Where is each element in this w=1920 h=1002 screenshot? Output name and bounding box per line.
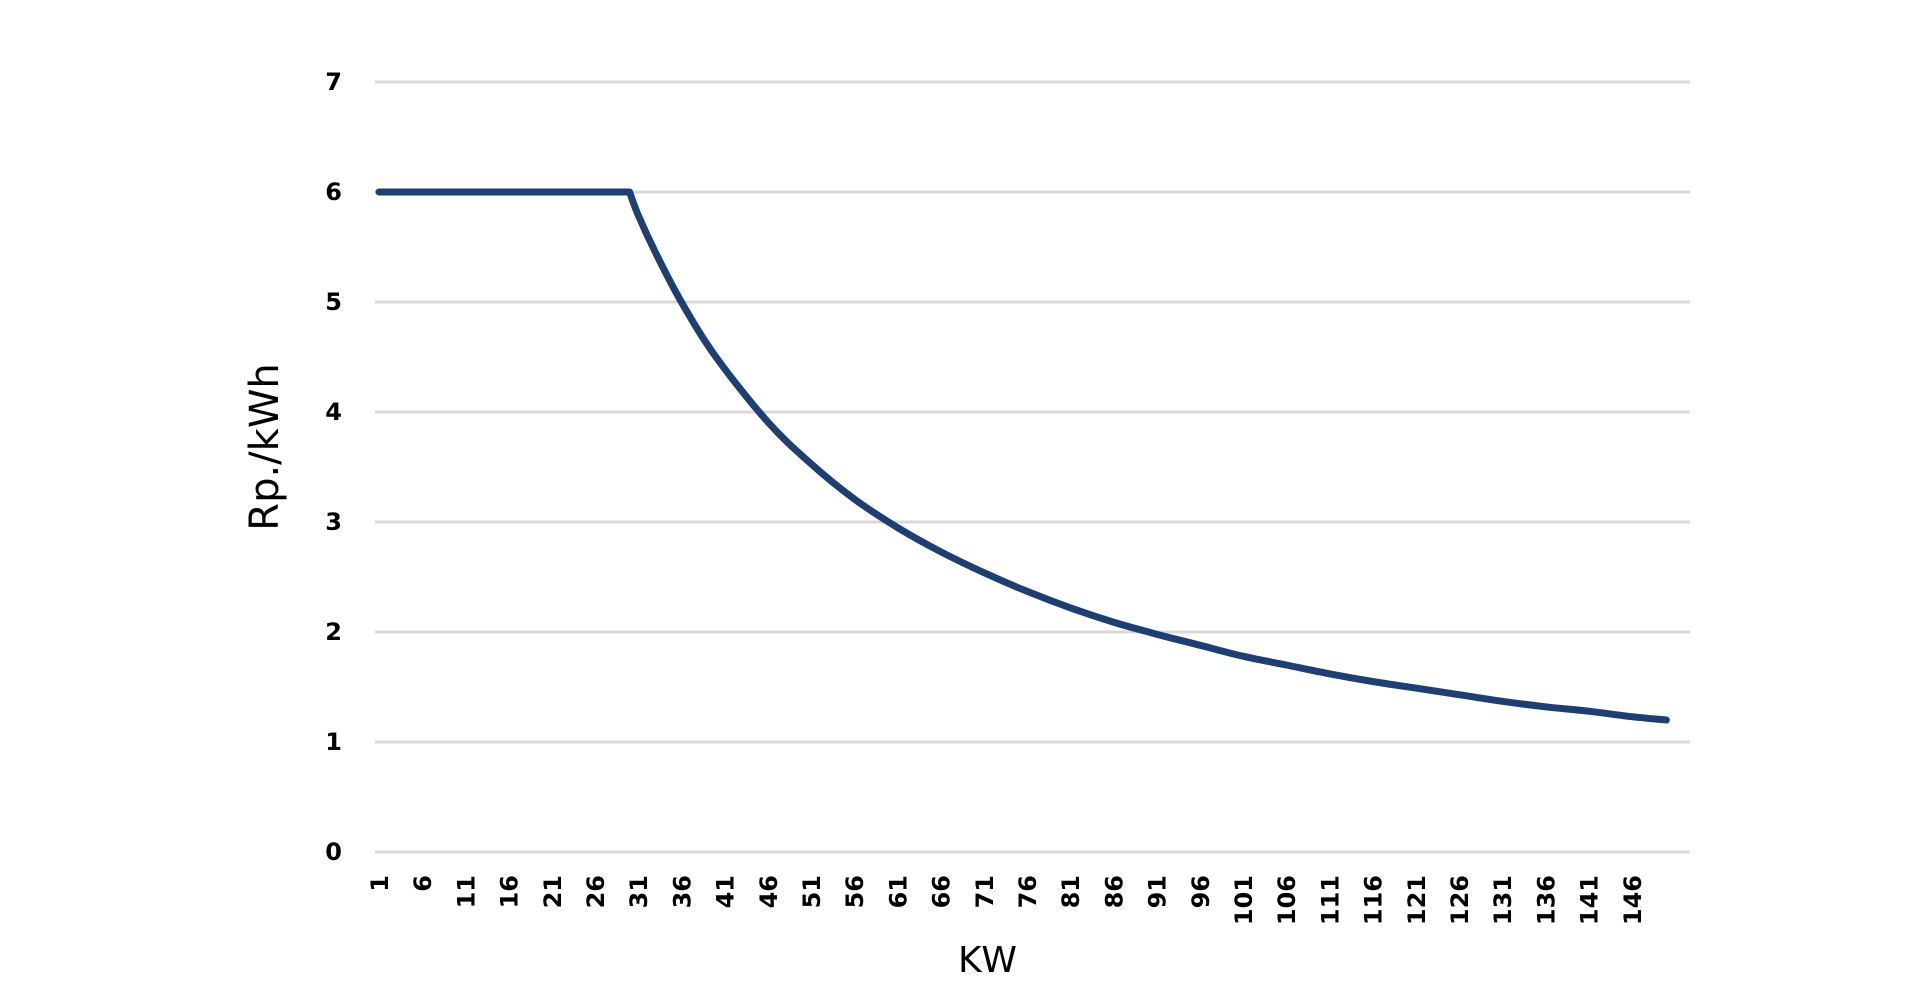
x-tick-label: 66 — [928, 875, 956, 908]
x-tick-label: 11 — [452, 875, 480, 908]
y-tick-labels: 0 1 2 3 4 5 6 7 — [325, 68, 342, 866]
x-tick-label: 36 — [668, 875, 696, 908]
gridlines — [375, 80, 1690, 854]
x-tick-label: 131 — [1489, 875, 1517, 925]
x-tick-labels: 1 6 11 16 21 26 31 36 41 46 51 56 61 66 71 76 81 86 91 96 10… — [366, 875, 1647, 925]
series-line-0 — [375, 188, 1670, 724]
x-tick-label: 26 — [582, 875, 610, 908]
y-tick-label: 7 — [325, 68, 342, 96]
x-tick-label: 56 — [841, 875, 869, 908]
x-tick-label: 41 — [712, 875, 740, 908]
y-tick-label: 5 — [325, 288, 342, 316]
x-tick-label: 16 — [496, 875, 524, 908]
x-tick-label: 86 — [1100, 875, 1128, 908]
x-tick-label: 51 — [798, 875, 826, 908]
x-tick-label: 91 — [1144, 875, 1172, 908]
x-tick-label: 1 — [366, 875, 394, 892]
y-tick-label: 2 — [325, 618, 342, 646]
x-tick-label: 121 — [1403, 875, 1431, 925]
x-tick-label: 76 — [1014, 875, 1042, 908]
x-tick-label: 61 — [884, 875, 912, 908]
x-tick-label: 126 — [1446, 875, 1474, 925]
x-tick-label: 71 — [971, 875, 999, 908]
x-tick-label: 96 — [1187, 875, 1215, 908]
x-tick-label: 81 — [1057, 875, 1085, 908]
x-tick-label: 31 — [625, 875, 653, 908]
x-tick-label: 6 — [409, 875, 437, 892]
x-tick-label: 46 — [755, 875, 783, 908]
x-tick-label: 116 — [1360, 875, 1388, 925]
x-tick-label: 101 — [1230, 875, 1258, 925]
y-tick-label: 0 — [325, 838, 342, 866]
x-tick-label: 106 — [1273, 875, 1301, 925]
y-axis-title: Rp./kWh — [242, 363, 288, 530]
y-tick-label: 1 — [325, 728, 342, 756]
y-tick-label: 6 — [325, 178, 342, 206]
x-tick-label: 21 — [539, 875, 567, 908]
x-axis-title: KW — [958, 940, 1018, 981]
series-lines — [375, 188, 1670, 724]
y-tick-label: 4 — [325, 398, 342, 426]
x-tick-label: 141 — [1576, 875, 1604, 925]
y-tick-label: 3 — [325, 508, 342, 536]
x-tick-label: 136 — [1532, 875, 1560, 925]
x-tick-label: 146 — [1619, 875, 1647, 925]
x-tick-label: 111 — [1316, 875, 1344, 925]
